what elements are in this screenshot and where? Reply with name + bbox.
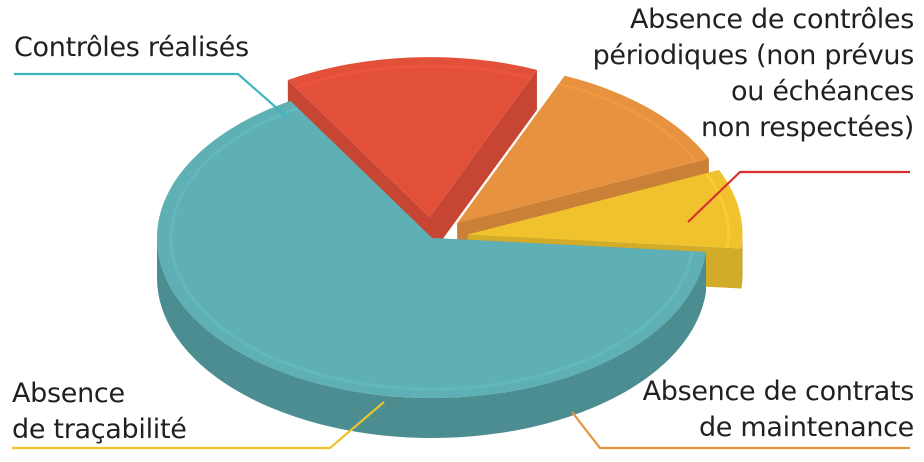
slice-highlight bbox=[294, 64, 532, 90]
label-line: de maintenance bbox=[698, 412, 914, 443]
slice-top bbox=[467, 170, 743, 249]
slice-highlight bbox=[169, 107, 694, 391]
slice-highlight bbox=[705, 172, 730, 248]
label-absence-contrats-maintenance: Absence de contrats de maintenance bbox=[642, 374, 915, 446]
label-line: périodiques (non prévus bbox=[592, 40, 915, 71]
slice-rim bbox=[156, 238, 706, 439]
leader-line-absence-contrats-maintenance bbox=[571, 411, 910, 450]
label-line: de traçabilité bbox=[12, 414, 187, 445]
slice-top bbox=[287, 57, 537, 218]
label-line: Absence de contrôles bbox=[629, 4, 914, 35]
slice-highlight bbox=[558, 82, 698, 164]
slice-top bbox=[157, 100, 706, 398]
slice-top bbox=[457, 75, 709, 224]
label-line: Absence bbox=[12, 378, 125, 409]
label-line: Contrôles réalisés bbox=[14, 32, 249, 63]
label-controles-realises: Contrôles réalisés bbox=[14, 30, 249, 66]
label-line: Absence de contrats bbox=[642, 376, 915, 407]
leader-line-absence-controles-periodiques bbox=[687, 170, 910, 223]
label-absence-controles-periodiques: Absence de contrôles périodiques (non pr… bbox=[592, 2, 915, 146]
leader-line-controles-realises bbox=[14, 72, 289, 119]
slice-side-wall bbox=[429, 69, 537, 258]
label-line: ou échéances bbox=[731, 76, 914, 107]
pie-slice-controles-realises bbox=[156, 100, 706, 439]
leader-line-absence-tracabilite bbox=[12, 401, 385, 450]
slice-rim bbox=[741, 234, 743, 289]
label-line: non respectées) bbox=[700, 112, 914, 143]
label-absence-tracabilite: Absence de traçabilité bbox=[12, 376, 187, 448]
